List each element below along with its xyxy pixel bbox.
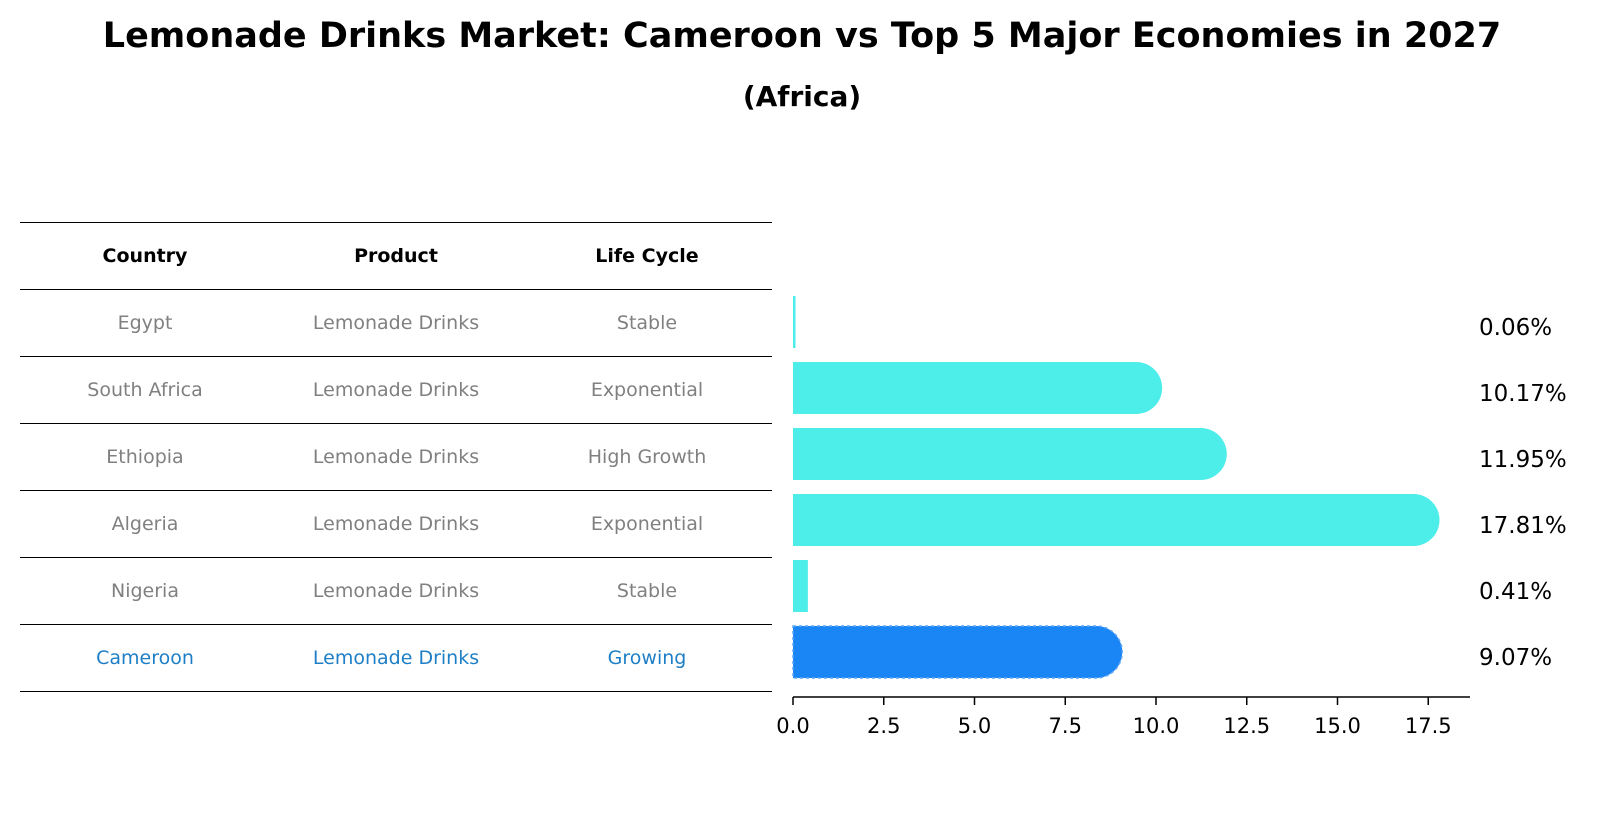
header-product: Product [354,245,438,267]
bar-algeria [793,494,1440,546]
chart-subtitle: (Africa) [742,80,862,113]
x-tick-label: 2.5 [867,714,900,738]
value-label: 0.41% [1479,579,1552,605]
bar-ethiopia [793,428,1227,480]
cell-life-cycle: Exponential [590,513,704,535]
cell-product: Lemonade Drinks [312,580,480,602]
cell-product: Lemonade Drinks [312,446,480,468]
table-row: Nigeria Lemonade Drinks Stable [20,558,772,625]
table-row: Ethiopia Lemonade Drinks High Growth [20,424,772,491]
cell-life-cycle: Stable [616,580,678,602]
data-table: Country Product Life Cycle Egypt Lemonad… [20,222,772,692]
cell-life-cycle: Exponential [590,379,704,401]
cell-product: Lemonade Drinks [312,312,480,334]
header-life-cycle: Life Cycle [595,245,699,267]
value-label: 11.95% [1479,447,1567,473]
x-tick-label: 0.0 [776,714,809,738]
x-tick-label: 15.0 [1314,714,1361,738]
value-label: 10.17% [1479,381,1567,407]
cell-country: Ethiopia [106,446,184,468]
table-row: Algeria Lemonade Drinks Exponential [20,491,772,558]
bar-egypt [793,296,796,348]
table-row: Egypt Lemonade Drinks Stable [20,290,772,357]
x-tick-label: 7.5 [1049,714,1082,738]
x-tick-label: 10.0 [1133,714,1180,738]
cell-country: Algeria [111,513,179,535]
cell-life-cycle: High Growth [587,446,707,468]
cell-country: South Africa [87,379,203,401]
cell-country: Nigeria [111,580,179,602]
table-row-highlight: Cameroon Lemonade Drinks Growing [20,625,772,692]
value-label: 9.07% [1479,645,1552,671]
bar-south-africa [793,362,1163,414]
value-label: 0.06% [1479,315,1552,341]
cell-product: Lemonade Drinks [312,379,480,401]
table-header-row: Country Product Life Cycle [20,222,772,290]
bar-nigeria [793,560,808,612]
cell-product: Lemonade Drinks [312,513,480,535]
x-tick-label: 12.5 [1223,714,1270,738]
chart-title: Lemonade Drinks Market: Cameroon vs Top … [102,16,1502,56]
cell-life-cycle: Growing [607,647,687,669]
bar-cameroon [792,625,1123,679]
cell-life-cycle: Stable [616,312,678,334]
cell-country: Cameroon [96,647,194,669]
x-tick-label: 5.0 [958,714,991,738]
x-tick-label: 17.5 [1405,714,1452,738]
header-country: Country [102,245,188,267]
value-label: 17.81% [1479,513,1567,539]
table-row: South Africa Lemonade Drinks Exponential [20,357,772,424]
cell-product: Lemonade Drinks [312,647,480,669]
cell-country: Egypt [117,312,173,334]
